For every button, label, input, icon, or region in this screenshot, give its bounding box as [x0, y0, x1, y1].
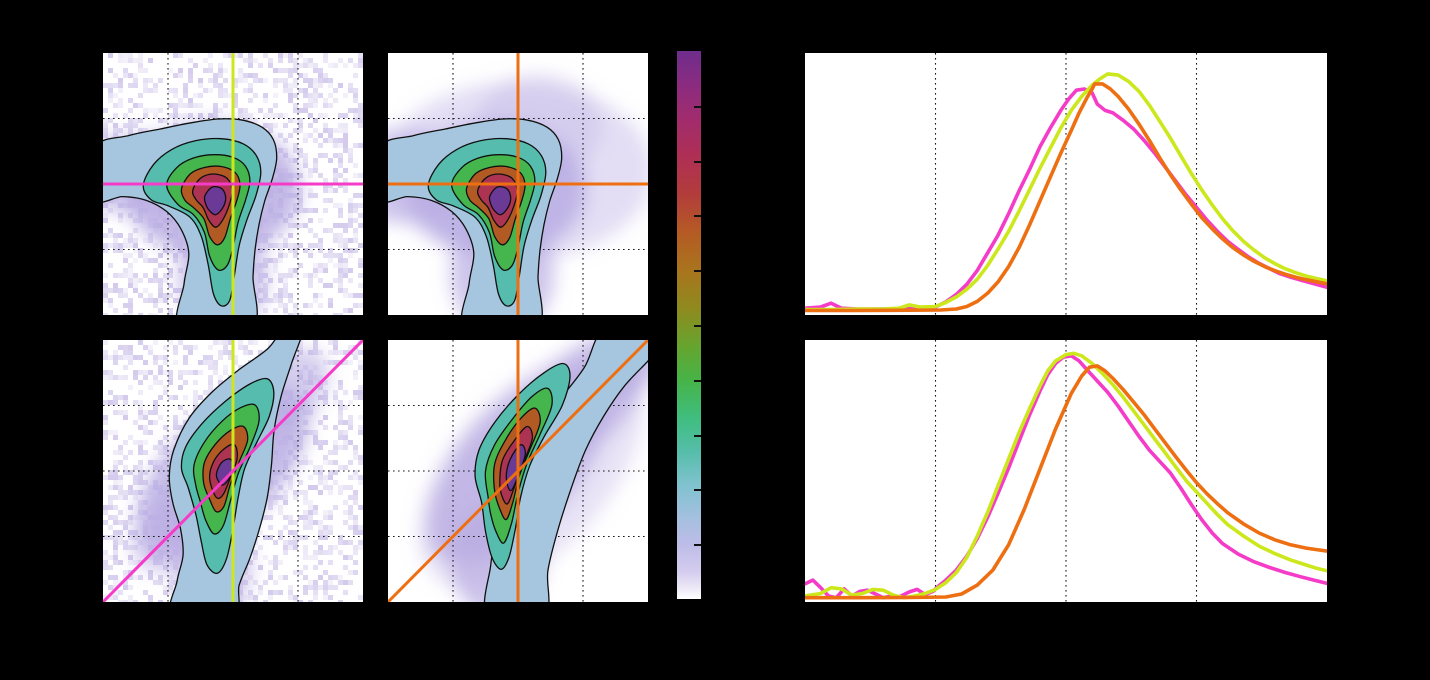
yellow-green-profile [805, 351, 1327, 600]
density-bottom-middle-panel [386, 338, 650, 604]
colorbar-tick [694, 215, 701, 218]
contour-level-5 [203, 185, 227, 216]
colorbar-tick [694, 489, 701, 492]
contour-level-5 [488, 185, 512, 216]
colorbar-tick [694, 105, 701, 108]
density-top-left-panel [101, 51, 365, 317]
profile-top-plot [805, 53, 1327, 315]
yellow-green-profile [805, 72, 1327, 312]
colorbar-tick [694, 160, 701, 163]
density-bottom-left-panel [101, 338, 365, 604]
density-bottom-middle-plot [388, 340, 648, 602]
orange-profile [805, 82, 1327, 313]
density-top-middle-plot [388, 53, 648, 315]
colorbar-tick [694, 379, 701, 382]
density-bottom-left-plot [103, 340, 363, 602]
colorbar-tick [694, 325, 701, 327]
density-top-left-plot [103, 53, 363, 315]
colorbar-tick [694, 434, 701, 437]
crosshair-diagonal [103, 340, 363, 602]
magenta-profile [805, 354, 1327, 600]
colorbar-tick [694, 544, 701, 547]
crosshair-diagonal [388, 340, 648, 602]
profile-top-panel [803, 51, 1329, 317]
profile-bottom-panel [803, 338, 1329, 604]
profile-bottom-plot [805, 340, 1327, 602]
density-top-middle-panel [386, 51, 650, 317]
colorbar-tick [694, 270, 701, 273]
orange-profile [805, 364, 1327, 600]
colorbar [676, 50, 702, 600]
